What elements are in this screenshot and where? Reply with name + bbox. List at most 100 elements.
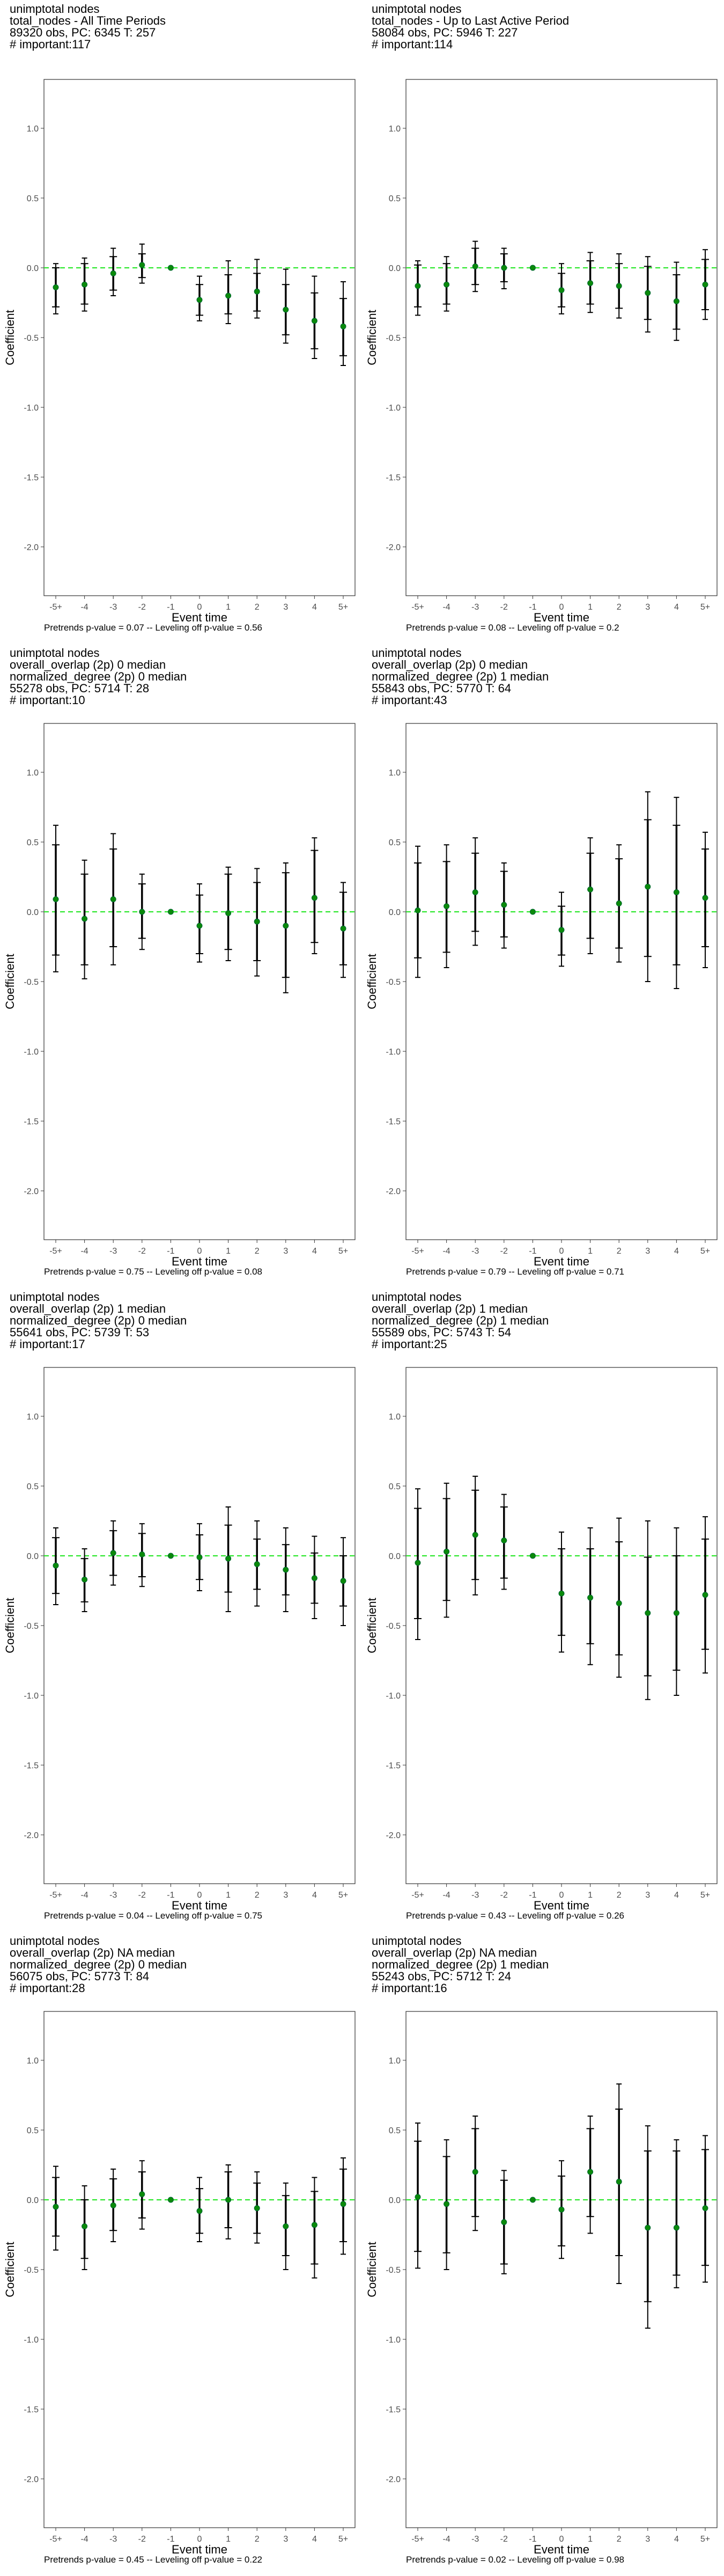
title-line: overall_overlap (2p) 1 median — [10, 1302, 166, 1315]
y-tick-label: 0.5 — [389, 1482, 401, 1491]
plot-area: 1.0 0.5 0.0 -0.5 -1.0 -1.5 -2.0 -5+ -4 -3 -2 -1 0 1 2 3… — [3, 2011, 356, 2556]
coefficient-point — [110, 2202, 116, 2208]
pvalue-footnote: Pretrends p-value = 0.08 -- Leveling off… — [406, 623, 619, 633]
coefficient-point — [558, 2206, 565, 2213]
x-tick-label: -1 — [529, 2535, 536, 2544]
x-tick-label: -2 — [500, 2535, 508, 2544]
plot-area: 1.0 0.5 0.0 -0.5 -1.0 -1.5 -2.0 -5+ -4 -3 -2 -1 0 1 2 3… — [365, 2011, 718, 2556]
coefficient-point — [529, 909, 536, 915]
y-tick-label: -0.5 — [24, 2266, 39, 2275]
y-tick-label: -1.5 — [24, 473, 39, 482]
title-line: overall_overlap (2p) NA median — [10, 1946, 175, 1959]
coefficient-point — [415, 283, 421, 289]
coefficient-point — [616, 1600, 622, 1606]
y-axis-label: Coefficient — [365, 954, 379, 1009]
x-tick-label: -4 — [80, 1247, 88, 1256]
y-tick-label: 1.0 — [389, 1413, 401, 1422]
coefficient-point — [254, 1561, 260, 1568]
coefficient-point — [616, 283, 622, 289]
coefficient-point — [645, 883, 651, 890]
pvalue-footnote: Pretrends p-value = 0.02 -- Leveling off… — [406, 2555, 624, 2565]
y-tick-label: 0.0 — [27, 2196, 39, 2205]
coefficient-point — [53, 284, 59, 290]
y-tick-label: 1.0 — [27, 1413, 39, 1422]
title-line: normalized_degree (2p) 1 median — [372, 670, 549, 683]
x-axis-label: Event time — [172, 1255, 227, 1268]
coefficient-point — [501, 2219, 507, 2226]
x-tick-label: -1 — [167, 603, 174, 612]
x-tick-label: -1 — [529, 1891, 536, 1900]
coefficient-point — [196, 297, 203, 303]
title-line: normalized_degree (2p) 0 median — [10, 1958, 187, 1971]
y-tick-label: 1.0 — [27, 2057, 39, 2066]
y-tick-label: -1.0 — [386, 1692, 401, 1701]
y-tick-label: -1.0 — [24, 2336, 39, 2345]
title-line: 55243 obs, PC: 5712 T: 24 — [372, 1970, 512, 1983]
y-tick-label: 1.0 — [389, 769, 401, 778]
title-line: # important:10 — [10, 693, 85, 707]
title-line: unimptotal nodes — [372, 1934, 462, 1948]
coefficient-point — [472, 263, 478, 269]
coefficient-point — [673, 1610, 679, 1616]
x-tick-label: 4 — [312, 1247, 317, 1256]
x-tick-label: 3 — [645, 1247, 650, 1256]
x-tick-label: 1 — [588, 603, 593, 612]
coefficient-point — [558, 1590, 565, 1597]
x-tick-label: 3 — [283, 1891, 288, 1900]
x-tick-label: 0 — [559, 603, 564, 612]
x-tick-label: 5+ — [338, 1891, 348, 1900]
plot-area: 1.0 0.5 0.0 -0.5 -1.0 -1.5 -2.0 -5+ -4 -3 -2 -1 0 1 2 3… — [365, 1367, 718, 1912]
coefficient-point — [444, 1548, 450, 1555]
coefficient-point — [110, 1550, 116, 1556]
x-tick-label: 5+ — [700, 603, 710, 612]
plot-border — [405, 79, 718, 596]
title-line: # important:117 — [10, 38, 91, 51]
plot-border — [43, 1367, 356, 1884]
x-tick-label: 1 — [588, 1891, 593, 1900]
coefficient-point — [82, 2223, 88, 2229]
plot-area: 1.0 0.5 0.0 -0.5 -1.0 -1.5 -2.0 -5+ -4 -3 -2 -1 0 1 2 3… — [365, 723, 718, 1268]
x-tick-label: 2 — [255, 1247, 260, 1256]
x-tick-label: -1 — [529, 603, 536, 612]
coefficient-point — [587, 280, 594, 287]
x-tick-label: -2 — [138, 1247, 146, 1256]
x-tick-label: 5+ — [700, 2535, 710, 2544]
x-tick-label: 2 — [255, 1891, 260, 1900]
y-tick-label: -1.5 — [24, 2405, 39, 2414]
coefficient-point — [82, 1576, 88, 1583]
coefficient-point — [472, 1532, 478, 1538]
x-tick-label: -3 — [471, 1891, 479, 1900]
coefficient-point — [415, 1560, 421, 1566]
title-line: 56075 obs, PC: 5773 T: 84 — [10, 1970, 150, 1983]
x-tick-label: -4 — [442, 603, 450, 612]
y-tick-label: -0.5 — [24, 978, 39, 987]
x-tick-label: 0 — [197, 2535, 202, 2544]
title-line: # important:28 — [10, 1981, 85, 1995]
x-tick-label: 3 — [283, 2535, 288, 2544]
coefficient-point — [82, 281, 88, 288]
y-tick-label: -1.0 — [386, 404, 401, 413]
y-tick-label: 0.5 — [389, 838, 401, 847]
y-tick-label: 0.0 — [389, 264, 401, 273]
coefficient-point — [702, 281, 708, 288]
y-tick-label: -2.0 — [386, 1831, 401, 1840]
title-line: 55641 obs, PC: 5739 T: 53 — [10, 1326, 150, 1339]
y-axis-label: Coefficient — [365, 310, 379, 365]
title-line: unimptotal nodes — [10, 2, 100, 16]
y-tick-label: -1.5 — [386, 2405, 401, 2414]
x-tick-label: -5+ — [411, 1247, 424, 1256]
plot-area: 1.0 0.5 0.0 -0.5 -1.0 -1.5 -2.0 -5+ -4 -3 -2 -1 0 1 2 3… — [365, 79, 718, 624]
title-line: # important:17 — [10, 1337, 85, 1351]
x-tick-label: -3 — [471, 2535, 479, 2544]
title-line: normalized_degree (2p) 1 median — [372, 1958, 549, 1971]
coefficient-point — [587, 2169, 594, 2175]
x-tick-label: 2 — [617, 1891, 622, 1900]
coefficient-point — [311, 895, 317, 901]
coefficient-point — [196, 2208, 203, 2214]
y-tick-label: -1.5 — [386, 1117, 401, 1126]
x-tick-label: -4 — [80, 1891, 88, 1900]
y-axis-label: Coefficient — [365, 1598, 379, 1653]
x-axis-label: Event time — [172, 611, 227, 624]
y-tick-label: -2.0 — [24, 543, 39, 552]
chart-title: unimptotal nodes total_nodes - All Time P… — [10, 3, 166, 50]
